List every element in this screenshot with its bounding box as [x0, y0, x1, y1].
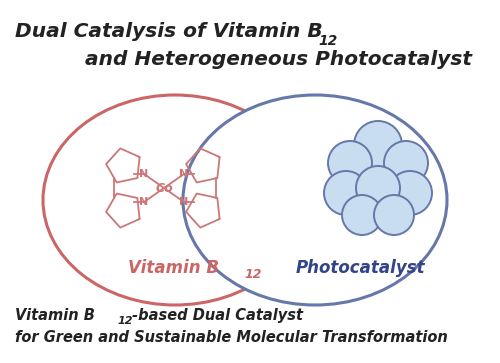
Text: 12: 12 [318, 34, 337, 48]
Circle shape [388, 171, 432, 215]
Text: Dual Catalysis of Vitamin B: Dual Catalysis of Vitamin B [15, 22, 323, 41]
Text: Photocatalyst: Photocatalyst [296, 259, 426, 277]
Ellipse shape [183, 95, 447, 305]
Text: Vitamin B: Vitamin B [15, 308, 95, 323]
Text: 12: 12 [244, 268, 262, 281]
Text: N: N [140, 169, 148, 179]
Circle shape [324, 171, 368, 215]
Text: for Green and Sustainable Molecular Transformation: for Green and Sustainable Molecular Tran… [15, 330, 448, 345]
Ellipse shape [43, 95, 307, 305]
Circle shape [328, 141, 372, 185]
Circle shape [374, 195, 414, 235]
Circle shape [342, 195, 382, 235]
Circle shape [356, 166, 400, 210]
Text: and Heterogeneous Photocatalyst: and Heterogeneous Photocatalyst [85, 50, 472, 69]
Text: Co: Co [155, 182, 173, 195]
Text: N: N [140, 197, 148, 207]
Text: 12: 12 [118, 316, 134, 326]
Text: N: N [180, 197, 188, 207]
Circle shape [354, 121, 402, 169]
Text: -based Dual Catalyst: -based Dual Catalyst [132, 308, 303, 323]
Circle shape [384, 141, 428, 185]
Text: N: N [180, 169, 188, 179]
Text: Vitamin B: Vitamin B [128, 259, 219, 277]
